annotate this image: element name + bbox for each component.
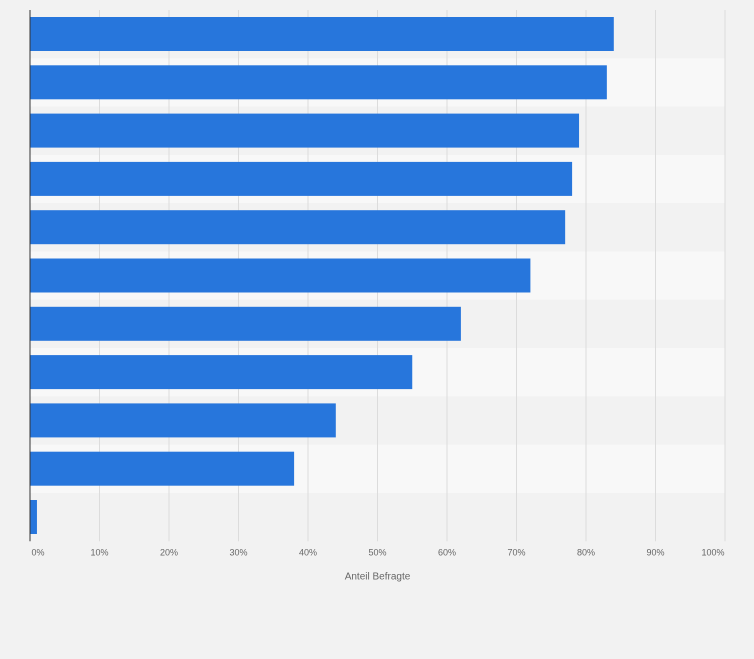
x-tick-label: 30% (229, 547, 247, 557)
bar (30, 306, 461, 341)
bar (30, 403, 336, 438)
bar (30, 17, 614, 51)
bar (30, 65, 607, 100)
x-tick-label: 40% (299, 547, 317, 557)
bar (30, 500, 37, 534)
x-tick-labels: 0% 10% 20% 30% 40% 50% 60% 70% 80% 90% 100% (31, 547, 724, 557)
x-axis-title: Anteil Befragte (345, 571, 411, 582)
x-tick-label: 0% (31, 547, 44, 557)
x-tick-label: 100% (701, 547, 724, 557)
bar (30, 113, 580, 148)
bars (30, 17, 614, 534)
bar (30, 210, 566, 245)
bar (30, 161, 573, 196)
x-tick-label: 20% (160, 547, 178, 557)
bar (30, 451, 295, 486)
x-tick-label: 70% (507, 547, 525, 557)
bar (30, 355, 413, 390)
x-tick-label: 50% (368, 547, 386, 557)
bar (30, 258, 531, 293)
x-tick-label: 80% (577, 547, 595, 557)
x-tick-label: 60% (438, 547, 456, 557)
x-tick-label: 90% (646, 547, 664, 557)
x-tick-label: 10% (90, 547, 108, 557)
